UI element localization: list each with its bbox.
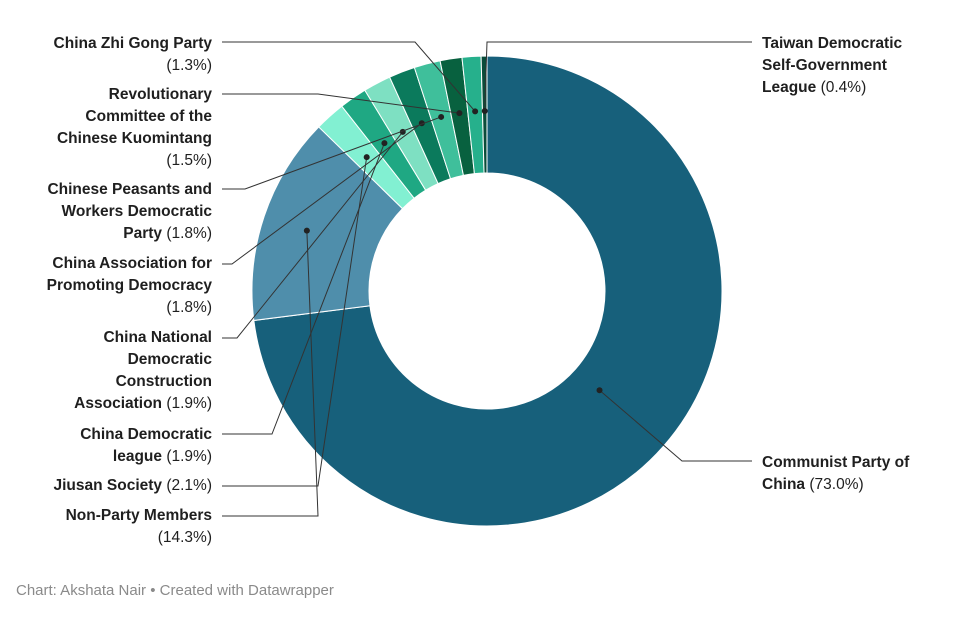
label-name-line: Communist Party of [762,454,910,471]
label-name-line: Self-Government [762,57,887,74]
label-name-line: Association [74,395,163,412]
label-percent: (1.9%) [166,448,212,465]
leader-line-taiwan-democratic-self-government-league [484,41,752,112]
label-name-line: China National [103,329,212,346]
leader-line-china-democratic-league [222,142,385,435]
leader-line-jiusan-society [222,157,368,487]
leader-line-china-zhi-gong-party [222,41,476,112]
leader-dot-chinese-peasants-and-workers-democratic-party [438,113,445,120]
label-name-line: Revolutionary [108,86,212,103]
slice-communist-party-of-china [253,55,723,527]
leader-dot-taiwan-democratic-self-government-league [481,108,488,115]
label-name-line: Party [123,225,163,242]
label-non-party-members: Non-Party Members (14.3%) [66,505,212,549]
label-promoting-democracy: China Association for Promoting Democrac… [47,253,212,319]
label-percent: (73.0%) [809,476,864,493]
leader-dot-china-zhi-gong-party [472,108,479,115]
label-name-line: China Democratic [80,426,212,443]
label-percent: (1.8%) [166,225,212,242]
label-percent: (1.9%) [166,395,212,412]
leader-line-china-association-for-promoting-democracy [222,122,423,265]
leader-line-communist-party-of-china [599,389,752,462]
label-name-line: Chinese Kuomintang [56,130,212,147]
leader-dot-non-party-members [303,227,310,234]
label-percent: (1.5%) [166,152,212,169]
leader-line-china-national-democratic-construction-association [222,131,404,339]
leader-dot-revolutionary-committee-of-the-chinese-kuomintang [456,110,463,117]
label-chinese-peasants-workers: Chinese Peasants and Workers Democratic … [47,179,212,245]
label-taiwan-league: Taiwan Democratic Self-Government League… [762,33,902,99]
label-name-line: league [112,448,163,465]
label-percent: (1.8%) [166,299,212,316]
label-name-line: China [762,476,806,493]
label-name-line: Taiwan Democratic [762,35,903,52]
label-china-democratic-league: China Democratic league (1.9%) [80,424,212,468]
leader-line-non-party-members [222,230,319,517]
label-communist-party: Communist Party of China (73.0%) [762,452,909,496]
label-percent: (1.3%) [166,57,212,74]
chart-credit: Chart: Akshata Nair • Created with Dataw… [16,582,334,599]
leader-dot-jiusan-society [363,154,370,161]
label-percent: (2.1%) [166,477,212,494]
label-name-line: Promoting Democracy [46,277,212,294]
label-jiusan-society: Jiusan Society (2.1%) [53,475,212,497]
leader-line-revolutionary-committee-of-the-chinese-kuomintang [222,93,460,114]
label-china-zhi-gong-party: China Zhi Gong Party (1.3%) [54,33,212,77]
label-national-construction: China National Democratic Construction A… [74,327,212,415]
label-name-line: China Association for [52,255,212,272]
label-revolutionary-committee: Revolutionary Committee of the Chinese K… [57,84,212,172]
label-name-line: Construction [115,373,212,390]
label-name-line: Workers Democratic [61,203,212,220]
label-name-line: Chinese Peasants and [47,181,212,198]
label-name-line: League [762,79,817,96]
label-name-line: Democratic [127,351,212,368]
label-percent: (0.4%) [820,79,867,96]
label-name-line: Jiusan Society [53,477,163,494]
label-percent: (14.3%) [157,529,212,546]
label-name-line: China Zhi Gong Party [53,35,212,52]
leader-dot-communist-party-of-china [596,387,603,394]
label-name-line: Committee of the [85,108,212,125]
label-name-line: Non-Party Members [65,507,212,524]
leader-dot-china-democratic-league [381,140,388,147]
leader-lines [222,41,752,517]
leader-line-chinese-peasants-and-workers-democratic-party [222,116,442,190]
